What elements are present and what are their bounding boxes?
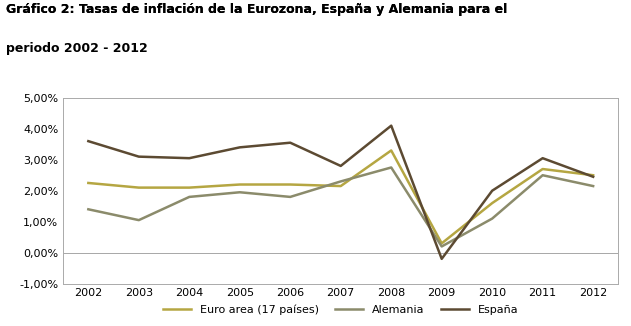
Text: periodo 2002 - 2012: periodo 2002 - 2012 — [6, 42, 148, 55]
Text: Gráfico 2: Tasas de inflación de la Eurozona, España y Alemania para el: Gráfico 2: Tasas de inflación de la Euro… — [6, 3, 507, 16]
Text: Gráfico 2: Tasas de inflación de la Eurozona, España y Alemania para el: Gráfico 2: Tasas de inflación de la Euro… — [6, 3, 507, 16]
Legend: Euro area (17 países), Alemania, España: Euro area (17 países), Alemania, España — [158, 300, 523, 319]
